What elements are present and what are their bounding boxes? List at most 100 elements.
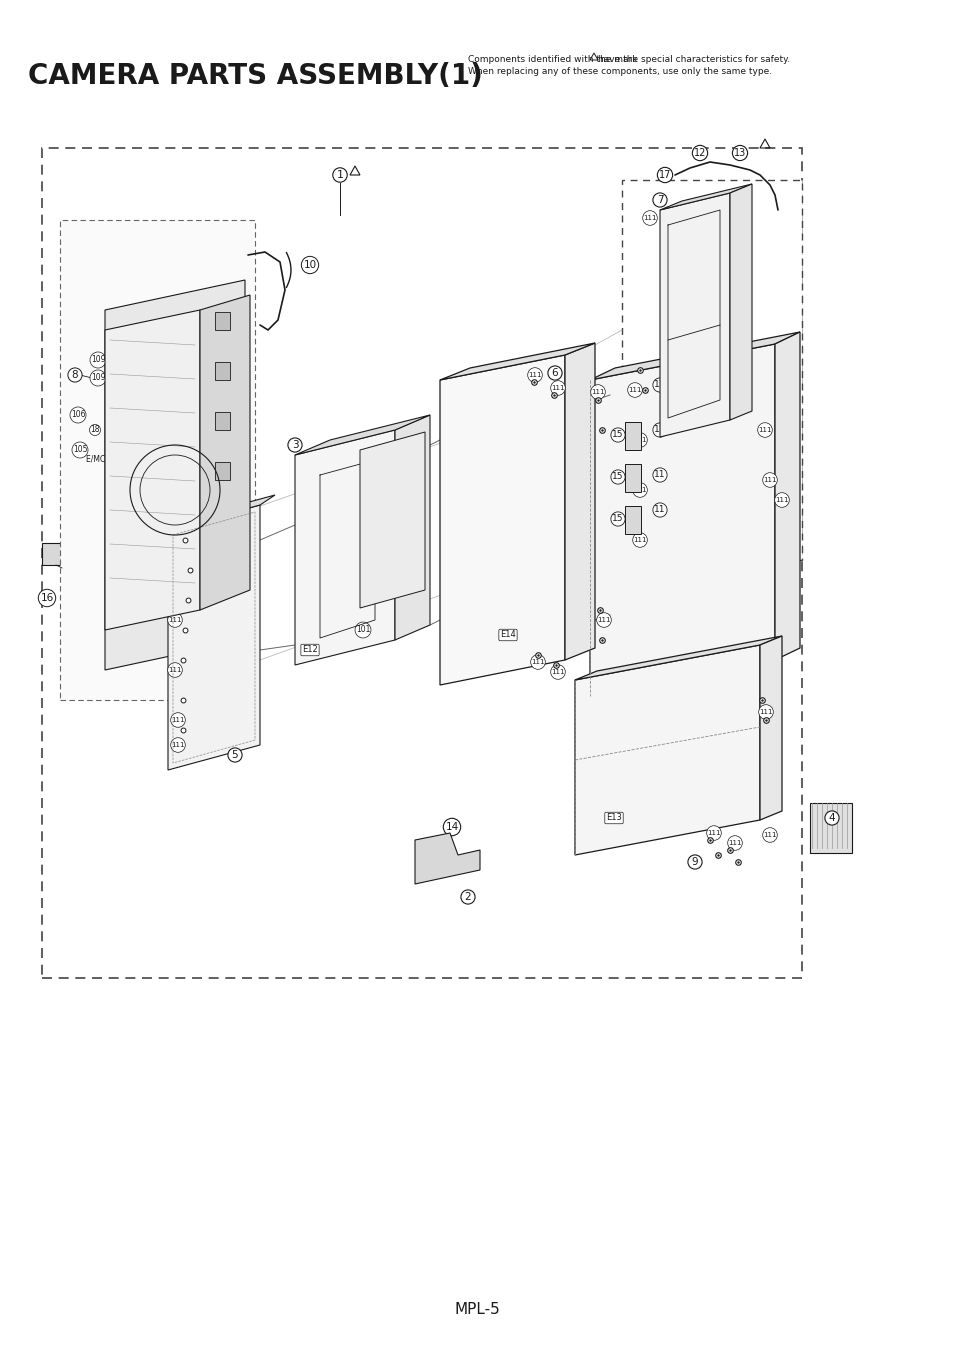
Bar [809,803,851,853]
Polygon shape [294,431,395,665]
Text: 111: 111 [758,427,771,433]
Text: 1: 1 [336,171,343,180]
Polygon shape [168,496,274,529]
Text: 8: 8 [71,370,78,380]
Text: 14: 14 [445,822,458,831]
Text: E13: E13 [605,814,621,822]
Text: 111: 111 [528,372,541,378]
Bar [624,464,640,492]
Text: 111: 111 [168,617,182,623]
Text: E/MC only: E/MC only [86,455,124,464]
Polygon shape [105,310,200,630]
Text: MPL-5: MPL-5 [454,1303,499,1317]
Text: 111: 111 [628,387,641,393]
Text: 111: 111 [706,830,720,835]
Polygon shape [575,636,781,680]
Bar [60,219,254,700]
Text: 18: 18 [91,425,100,435]
Text: 109: 109 [91,374,105,382]
Text: 4: 4 [828,812,835,823]
Text: 111: 111 [762,831,776,838]
Text: 2: 2 [464,892,471,902]
Text: 16: 16 [40,593,53,603]
Bar [462,410,480,490]
Text: 107: 107 [402,505,416,515]
Polygon shape [439,355,564,685]
Polygon shape [760,636,781,821]
Text: CAMERA PARTS ASSEMBLY(1): CAMERA PARTS ASSEMBLY(1) [28,62,482,89]
Text: 11: 11 [654,425,665,435]
Bar [624,506,640,533]
Polygon shape [589,332,800,380]
Polygon shape [774,332,800,659]
Bar [42,543,70,565]
Text: 111: 111 [531,659,544,665]
Polygon shape [415,833,479,884]
Polygon shape [659,194,729,437]
Text: 15: 15 [612,515,623,524]
Text: 111: 111 [551,385,564,391]
Text: 9: 9 [691,857,698,867]
Text: E14: E14 [499,631,516,639]
Text: 17: 17 [659,171,671,180]
Text: 111: 111 [591,389,604,395]
Polygon shape [564,343,595,659]
Bar [214,362,230,380]
Bar [214,412,230,431]
Bar [214,311,230,330]
Polygon shape [359,432,424,608]
Text: E/MC only: E/MC only [105,341,143,349]
Bar [214,462,230,481]
Polygon shape [729,184,751,420]
Polygon shape [439,343,595,380]
Bar [624,422,640,450]
Polygon shape [200,295,250,611]
Text: have the special characteristics for safety.: have the special characteristics for saf… [598,56,789,64]
Polygon shape [294,414,430,455]
Polygon shape [395,414,430,640]
Text: 111: 111 [172,742,185,747]
Text: 111: 111 [633,487,646,493]
Text: 10: 10 [303,260,316,269]
Polygon shape [575,645,760,854]
Text: 6: 6 [551,368,558,378]
Text: 15: 15 [612,473,623,482]
Text: 11: 11 [654,470,665,479]
Bar [42,148,801,978]
Text: 5: 5 [232,750,238,760]
Text: 111: 111 [727,839,741,846]
Text: 111: 111 [163,532,176,538]
Text: 111: 111 [759,709,772,715]
Text: When replacing any of these components, use only the same type.: When replacing any of these components, … [468,66,771,76]
Text: 111: 111 [168,562,182,567]
Text: E12: E12 [302,646,317,654]
Text: 15: 15 [612,431,623,440]
Text: Components identified with the mark: Components identified with the mark [468,56,637,64]
Text: 111: 111 [762,477,776,483]
Text: 105: 105 [72,445,87,455]
Bar [621,180,801,561]
Text: 13: 13 [733,148,745,158]
Text: 111: 111 [775,497,788,502]
Text: 111: 111 [633,538,646,543]
Polygon shape [659,184,751,210]
Text: E/MC only: E/MC only [105,422,143,432]
Text: 111: 111 [551,669,564,676]
Text: 12: 12 [693,148,705,158]
Text: 106: 106 [71,410,85,420]
Text: 111: 111 [168,668,182,673]
Bar [769,206,787,219]
Text: 111: 111 [633,437,646,443]
Text: 11: 11 [654,505,665,515]
Text: 101: 101 [355,626,370,635]
Polygon shape [105,280,245,670]
Text: 109: 109 [91,356,105,364]
Text: 11: 11 [654,380,665,390]
Text: 111: 111 [597,617,610,623]
Text: 3: 3 [292,440,298,450]
Text: 111: 111 [642,215,656,221]
Text: 7: 7 [656,195,662,204]
Polygon shape [589,344,774,696]
Text: 111: 111 [172,718,185,723]
Polygon shape [168,505,260,770]
